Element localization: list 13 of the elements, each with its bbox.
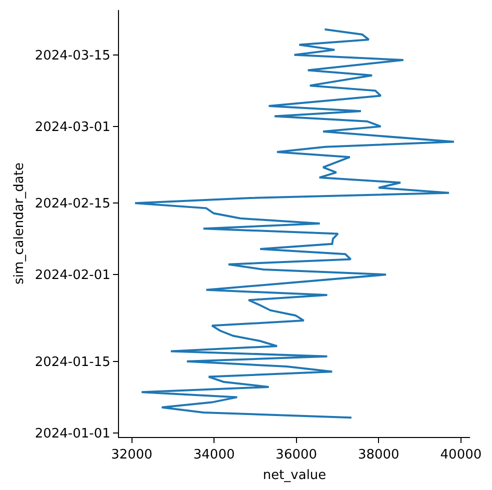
y-tick-label: 2024-01-01	[34, 426, 110, 442]
y-tick-label: 2024-01-15	[34, 354, 110, 370]
x-axis-title: net_value	[262, 468, 326, 484]
y-tick-label: 2024-02-15	[34, 196, 110, 212]
x-tick-label: 38000	[358, 448, 400, 463]
x-tick-label: 34000	[193, 448, 235, 463]
x-tick-label: 32000	[111, 448, 152, 463]
x-tick-label: 36000	[276, 448, 318, 463]
x-tick-label: 40000	[440, 448, 482, 463]
y-tick-label: 2024-03-01	[34, 120, 110, 135]
y-axis-title: sim_calendar_date	[12, 162, 27, 284]
y-tick-label: 2024-03-15	[34, 48, 110, 64]
y-tick-label: 2024-02-01	[34, 268, 110, 284]
